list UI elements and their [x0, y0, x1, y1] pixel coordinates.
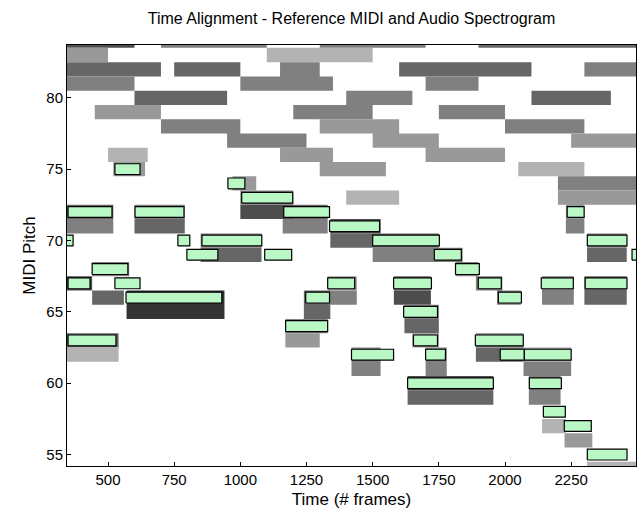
svg-text:60: 60 — [46, 374, 63, 391]
svg-text:750: 750 — [162, 471, 187, 488]
svg-text:2250: 2250 — [554, 471, 587, 488]
svg-text:Time Alignment - Reference MID: Time Alignment - Reference MIDI and Audi… — [148, 10, 556, 27]
svg-text:Time (# frames): Time (# frames) — [292, 490, 411, 509]
svg-text:75: 75 — [46, 160, 63, 177]
svg-text:1250: 1250 — [290, 471, 323, 488]
svg-text:55: 55 — [46, 446, 63, 463]
svg-text:2000: 2000 — [488, 471, 521, 488]
svg-text:MIDI Pitch: MIDI Pitch — [20, 216, 39, 294]
svg-text:70: 70 — [46, 232, 63, 249]
svg-text:1500: 1500 — [356, 471, 389, 488]
svg-text:1000: 1000 — [224, 471, 257, 488]
svg-text:500: 500 — [96, 471, 121, 488]
svg-text:1750: 1750 — [422, 471, 455, 488]
svg-text:65: 65 — [46, 303, 63, 320]
svg-text:80: 80 — [46, 89, 63, 106]
